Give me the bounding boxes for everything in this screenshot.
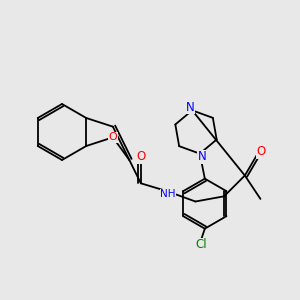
- Text: O: O: [136, 150, 146, 164]
- Text: Cl: Cl: [195, 238, 207, 251]
- Text: N: N: [197, 150, 206, 163]
- Text: O: O: [109, 132, 117, 142]
- Text: O: O: [256, 145, 266, 158]
- Text: N: N: [186, 101, 195, 114]
- Text: NH: NH: [160, 189, 176, 199]
